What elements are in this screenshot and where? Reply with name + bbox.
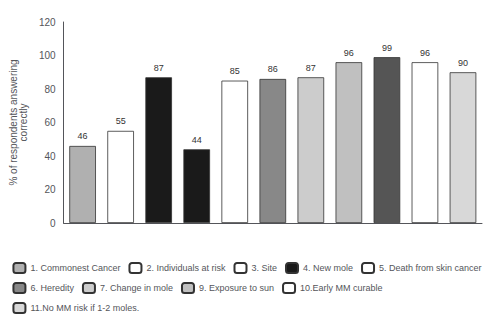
svg-text:96: 96 xyxy=(420,48,430,58)
svg-text:46: 46 xyxy=(78,131,88,141)
svg-text:80: 80 xyxy=(44,84,56,95)
svg-text:10.Early MM curable: 10.Early MM curable xyxy=(300,283,383,293)
svg-text:% of respondents answering: % of respondents answering xyxy=(7,59,19,186)
svg-text:85: 85 xyxy=(230,66,240,76)
svg-text:87: 87 xyxy=(306,63,316,73)
svg-text:86: 86 xyxy=(268,64,278,74)
svg-text:99: 99 xyxy=(382,43,392,53)
svg-text:87: 87 xyxy=(154,63,164,73)
svg-text:1. Commonest Cancer: 1. Commonest Cancer xyxy=(30,263,120,273)
svg-text:20: 20 xyxy=(44,184,56,195)
svg-text:4. New mole: 4. New mole xyxy=(303,263,353,273)
svg-text:5. Death from skin cancer: 5. Death from skin cancer xyxy=(379,263,482,273)
svg-text:55: 55 xyxy=(116,116,126,126)
svg-text:7. Change in mole: 7. Change in mole xyxy=(100,283,173,293)
svg-text:correctly: correctly xyxy=(18,104,29,142)
svg-text:6. Heredity: 6. Heredity xyxy=(30,283,74,293)
svg-text:3. Site: 3. Site xyxy=(251,263,277,273)
svg-text:11.No MM risk if 1-2 moles.: 11.No MM risk if 1-2 moles. xyxy=(30,303,139,313)
svg-text:60: 60 xyxy=(44,117,56,128)
svg-text:9. Exposure to sun: 9. Exposure to sun xyxy=(199,283,274,293)
svg-text:40: 40 xyxy=(44,151,56,162)
svg-text:96: 96 xyxy=(344,48,354,58)
svg-text:100: 100 xyxy=(39,50,56,61)
svg-text:0: 0 xyxy=(50,218,56,229)
svg-text:2. Individuals at risk: 2. Individuals at risk xyxy=(146,263,226,273)
svg-text:44: 44 xyxy=(192,135,202,145)
svg-text:120: 120 xyxy=(39,17,56,28)
svg-text:90: 90 xyxy=(458,58,468,68)
